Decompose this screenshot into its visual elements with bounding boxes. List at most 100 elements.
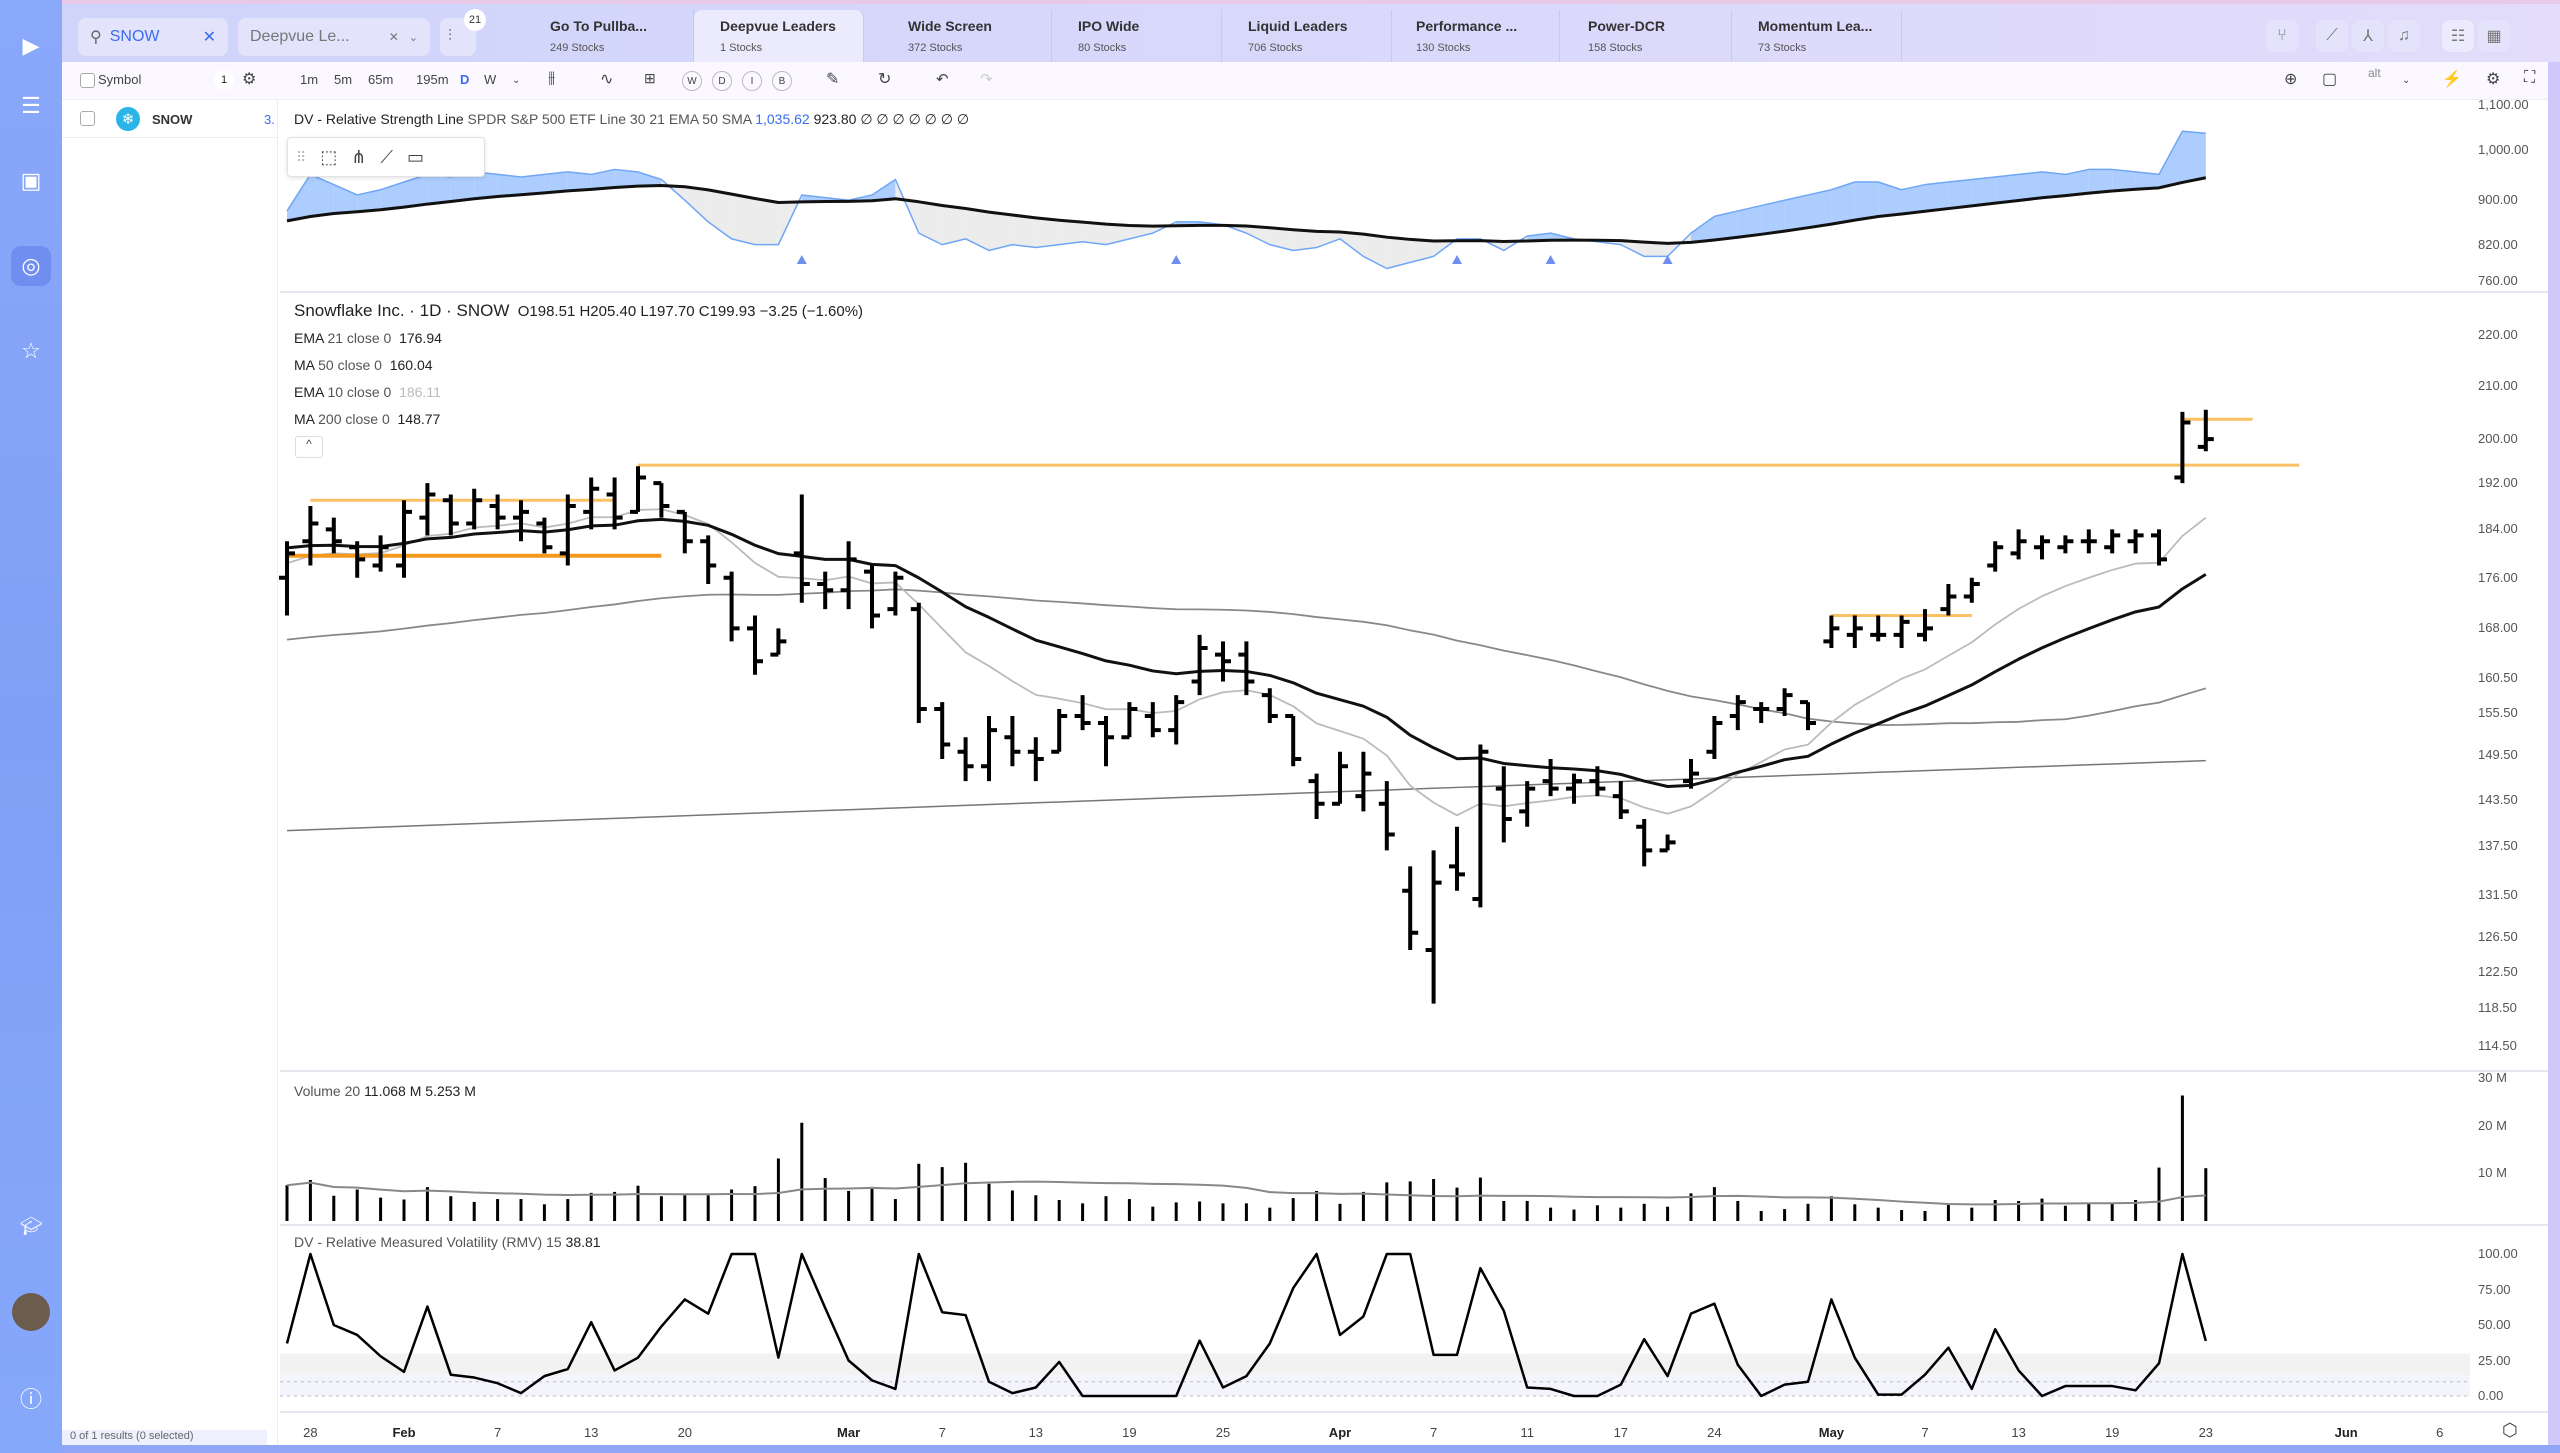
watchlist-row[interactable]: ❄ SNOW 3. (62, 100, 278, 138)
folder-icon[interactable]: ▢ (2322, 71, 2338, 88)
layouts-icon[interactable]: ⊞ (644, 70, 656, 86)
alt-chevron-down-icon[interactable]: ⌄ (2402, 75, 2411, 86)
study-value: 160.04 (389, 357, 433, 373)
row-symbol[interactable]: SNOW (152, 112, 193, 127)
bell-icon[interactable]: ♫ (2388, 20, 2420, 52)
list-view-icon[interactable]: ☷ (2442, 20, 2474, 52)
target-icon[interactable]: ◎ (11, 246, 51, 286)
change-value: −3.25 (−1.60%) (759, 303, 864, 320)
rectangle-tool-icon[interactable]: ⬚ (320, 146, 338, 167)
toggle-w-button[interactable]: W (682, 71, 702, 91)
chart-settings-icon[interactable]: ⬡ (2502, 1420, 2518, 1440)
tab-wide-screen[interactable]: Wide Screen 372 Stocks (882, 10, 1052, 62)
rs-legend: DV - Relative Strength Line SPDR S&P 500… (294, 111, 969, 128)
study-params: 50 close 0 (318, 357, 382, 373)
comment-tool-icon[interactable]: ▭ (406, 146, 424, 167)
refresh-icon[interactable]: ↻ (878, 71, 892, 88)
help-icon[interactable]: ⓘ (19, 1387, 42, 1412)
price-axis-label: 149.50 (2478, 747, 2518, 763)
study-legend[interactable]: EMA 21 close 0 176.94 (294, 330, 442, 346)
pitchfork-tool-icon[interactable]: ⋔ (351, 146, 367, 167)
list-icon[interactable]: ☰ (21, 93, 41, 118)
date-axis-label: Feb (392, 1425, 416, 1440)
volume-axis-label: 30 M (2478, 1069, 2507, 1085)
rmv-legend-name: DV - Relative Measured Volatility (RMV) (294, 1234, 543, 1250)
price-axis-label: 220.00 (2478, 327, 2518, 342)
watchlist-select[interactable]: Deepvue Le... ✕ ⌄ (238, 18, 430, 56)
bar-style-icon[interactable]: ⫵ (548, 69, 556, 86)
indicators-icon[interactable]: ∿ (600, 71, 614, 88)
tab-momentum-lea[interactable]: Momentum Lea... 73 Stocks (1732, 10, 1902, 62)
search-value: SNOW (109, 28, 160, 45)
high-value: H205.40 (579, 303, 637, 320)
chevron-down-icon[interactable]: ⌄ (408, 31, 418, 44)
tab-go-to-pullba[interactable]: Go To Pullba... 249 Stocks (524, 10, 694, 62)
study-name: MA (294, 411, 315, 427)
redo-icon[interactable]: ↷ (980, 71, 993, 88)
pane-number: 3. (264, 112, 275, 127)
interval-5m[interactable]: 5m (334, 72, 353, 87)
price-legend: Snowflake Inc. · 1D · SNOW O198.51 H205.… (294, 301, 863, 321)
interval-65m[interactable]: 65m (368, 72, 394, 87)
volume-value: 11.068 M (364, 1083, 422, 1099)
date-axis-label: 7 (1429, 1425, 1438, 1440)
toggle-d-button[interactable]: D (712, 71, 732, 91)
gear-icon[interactable]: ⚙ (242, 71, 257, 88)
chart-icon[interactable]: ⟋ (2316, 20, 2348, 52)
volume-legend-name: Volume (294, 1083, 341, 1099)
study-legend[interactable]: EMA 10 close 0 186.11 (294, 384, 441, 400)
tab-ipo-wide[interactable]: IPO Wide 80 Stocks (1052, 10, 1222, 62)
interval-1m[interactable]: 1m (300, 72, 319, 87)
graduation-cap-icon[interactable]: 🎓︎ (19, 1215, 43, 1236)
undo-icon[interactable]: ↶ (936, 71, 949, 88)
drag-handle-icon[interactable]: ⠿ (296, 148, 307, 165)
network-icon[interactable]: ⅄ (2352, 20, 2384, 52)
clear-search-icon[interactable]: ✕ (202, 29, 216, 46)
settings-gear-icon[interactable]: ⚙ (2486, 71, 2501, 88)
left-sidebar: ▶ ☰ ▣ ◎ ☆ 🎓︎ ⓘ (0, 0, 62, 1453)
date-axis-label: 19 (1122, 1425, 1137, 1440)
rs-legend-name: DV - Relative Strength Line (294, 111, 464, 127)
price-axis-label: 118.50 (2478, 1000, 2517, 1016)
share-icon[interactable]: ⑂ (2266, 20, 2298, 52)
toggle-b-button[interactable]: B (772, 71, 792, 91)
study-name: EMA (294, 330, 324, 346)
line-tool-icon[interactable]: ⟋ (380, 146, 393, 167)
collapse-legend-button[interactable]: ^ (295, 436, 323, 458)
top-bar: ⚲ SNOW ✕ Deepvue Le... ✕ ⌄ ⫶ 21 Go To Pu… (62, 0, 2560, 62)
drawing-toolbar: ⠿ ⬚ ⋔ ⟋ ▭ (287, 137, 485, 177)
star-icon[interactable]: ☆ (21, 338, 41, 363)
toggle-i-button[interactable]: I (742, 71, 762, 91)
rmv-legend: DV - Relative Measured Volatility (RMV) … (294, 1234, 601, 1250)
rs-axis-label: 1,100.00 (2478, 96, 2529, 112)
lightning-search-icon[interactable]: ⚡ (2442, 71, 2462, 88)
tab-performance[interactable]: Performance ... 130 Stocks (1390, 10, 1560, 62)
interval-W[interactable]: W (484, 72, 497, 87)
grid-view-icon[interactable]: ▦ (2478, 20, 2510, 52)
play-logo-icon[interactable]: ▶ (22, 33, 40, 58)
select-all-checkbox[interactable] (80, 73, 95, 88)
interval-D[interactable]: D (460, 72, 470, 87)
rs-axis-label: 820.00 (2478, 236, 2518, 252)
interval-195m[interactable]: 195m (416, 72, 449, 87)
clear-watchlist-icon[interactable]: ✕ (388, 30, 399, 44)
symbol-column-header[interactable]: Symbol (98, 72, 142, 87)
layout-grid-icon[interactable]: ⊕ (2284, 71, 2298, 88)
bottom-edge (62, 1445, 2560, 1453)
tab-liquid-leaders[interactable]: Liquid Leaders 706 Stocks (1222, 10, 1392, 62)
fullscreen-icon[interactable]: ⛶ (2524, 69, 2536, 86)
study-params: 200 close 0 (318, 411, 390, 427)
row-checkbox[interactable] (80, 111, 95, 126)
search-input[interactable]: ⚲ SNOW ✕ (78, 18, 228, 56)
interval-chevron-down-icon[interactable]: ⌄ (512, 75, 521, 86)
tab-deepvue-leaders[interactable]: Deepvue Leaders 1 Stocks (694, 10, 864, 62)
tab-power-dcr[interactable]: Power-DCR 158 Stocks (1562, 10, 1732, 62)
rmv-axis-label: 0.00 (2478, 1388, 2504, 1403)
study-legend[interactable]: MA 50 close 0 160.04 (294, 357, 433, 373)
book-icon[interactable]: ▣ (20, 168, 42, 193)
alt-mode-select[interactable]: alt (2368, 66, 2381, 80)
drawing-pen-icon[interactable]: ✎ (826, 71, 840, 88)
study-legend[interactable]: MA 200 close 0 148.77 (294, 411, 440, 427)
avatar[interactable] (12, 1293, 50, 1331)
filter-count-badge: 21 (464, 9, 486, 31)
